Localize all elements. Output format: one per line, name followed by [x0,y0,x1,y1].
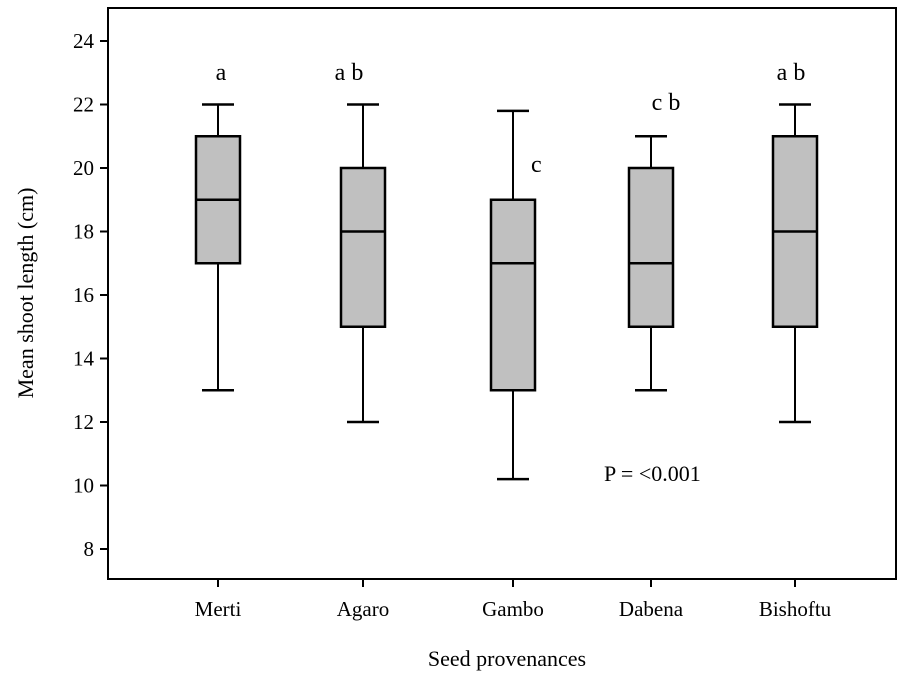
y-tick-label: 18 [73,220,94,244]
box-merti [194,103,242,392]
y-tick-label: 24 [73,29,95,53]
significance-letter-gambo: c [531,152,542,178]
box-gambo [489,109,537,481]
y-tick-label: 8 [84,537,95,561]
y-tick-label: 12 [73,410,94,434]
x-axis-title: Seed provenances [428,646,586,671]
box-agaro [339,103,387,424]
iqr-box [489,198,537,392]
p-value-annotation: P = <0.001 [604,461,701,486]
significance-letter-agaro: a b [335,60,364,86]
x-tick-label-bishoftu: Bishoftu [759,597,832,621]
y-axis-title: Mean shoot length (cm) [13,188,38,399]
box-bishoftu [771,103,819,424]
x-axis-ticks: Merti Agaro Gambo Dabena Bishoftu [195,579,832,621]
y-axis-ticks: 8 10 12 14 16 18 20 22 24 [73,29,108,561]
x-tick-label-dabena: Dabena [619,597,684,621]
boxes-group [194,103,819,481]
iqr-box [627,166,675,328]
plot-area-frame [107,7,897,580]
x-tick-label-gambo: Gambo [482,597,544,621]
significance-letter-bishoftu: a b [777,60,806,86]
x-tick-label-merti: Merti [195,597,242,621]
y-tick-label: 14 [73,347,95,371]
y-tick-label: 16 [73,283,94,307]
box-dabena [627,135,675,392]
y-tick-label: 10 [73,474,94,498]
iqr-box [339,166,387,328]
significance-letters: a a b c c b a b [216,60,806,178]
x-tick-label-agaro: Agaro [337,597,389,621]
significance-letter-dabena: c b [652,90,681,116]
y-tick-label: 20 [73,156,94,180]
y-tick-label: 22 [73,93,94,117]
significance-letter-merti: a [216,60,227,86]
